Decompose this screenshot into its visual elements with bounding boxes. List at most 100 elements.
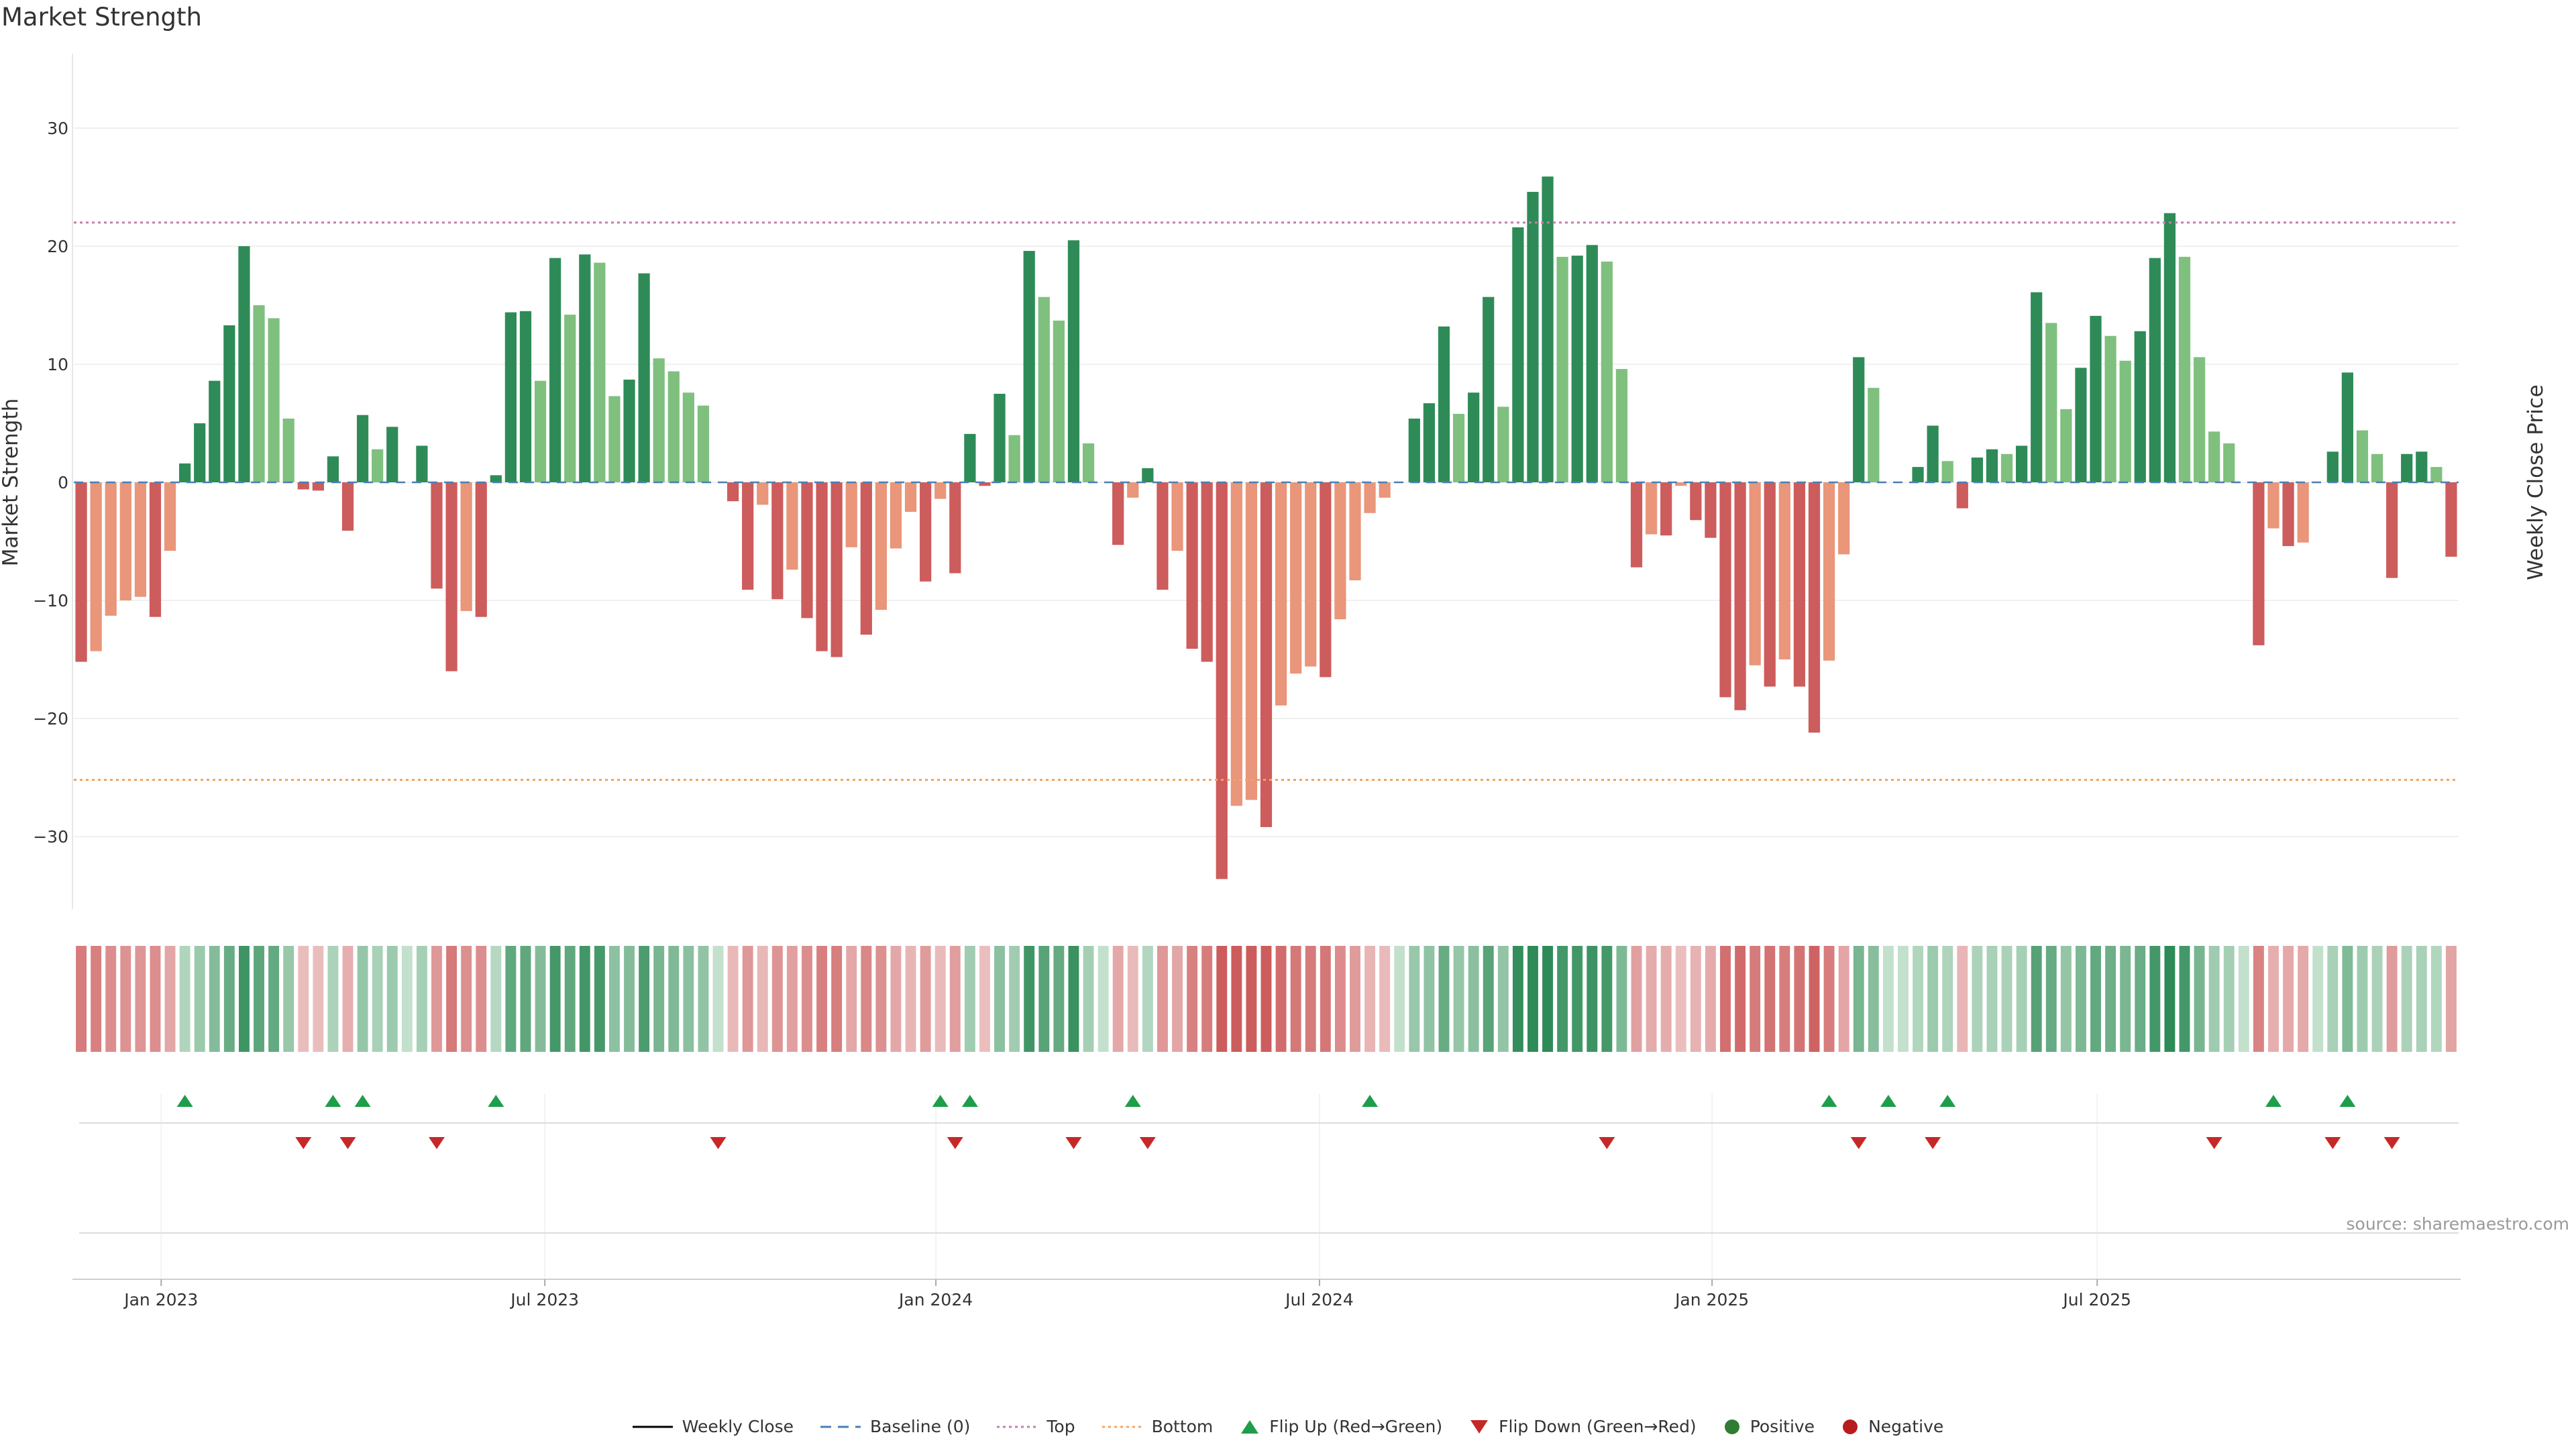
- heat-cell: [150, 946, 161, 1052]
- heat-cell: [2298, 946, 2309, 1052]
- strength-bar: [1216, 482, 1228, 879]
- flip-down-marker: [2206, 1137, 2222, 1149]
- strength-bar: [1023, 251, 1035, 482]
- strength-bar: [2060, 409, 2072, 482]
- heat-cell: [1527, 946, 1538, 1052]
- heat-cell: [816, 946, 828, 1052]
- flip-up-marker: [176, 1095, 193, 1107]
- heat-cell: [1112, 946, 1124, 1052]
- heat-cell: [1823, 946, 1835, 1052]
- dot-icon: [1843, 1419, 1858, 1434]
- strength-bar: [90, 482, 102, 651]
- heat-cell: [1097, 946, 1109, 1052]
- y-tick-label: −30: [33, 827, 68, 847]
- heat-cell: [2416, 946, 2427, 1052]
- strength-bar: [757, 482, 769, 505]
- strength-bar: [1067, 240, 1080, 482]
- heat-cell: [1675, 946, 1686, 1052]
- legend-label: Weekly Close: [682, 1417, 794, 1436]
- heat-cell: [327, 946, 339, 1052]
- heat-cell: [1438, 946, 1450, 1052]
- strength-bar: [1364, 482, 1376, 513]
- flip-up-marker: [1124, 1095, 1141, 1107]
- strength-bar: [164, 482, 176, 551]
- heat-cell: [209, 946, 220, 1052]
- y-tick-label: 0: [58, 473, 68, 492]
- strength-bar: [2090, 315, 2102, 482]
- strength-bar: [445, 482, 458, 672]
- heat-cell: [1601, 946, 1613, 1052]
- heat-cell: [2105, 946, 2116, 1052]
- legend-label: Positive: [1750, 1417, 1815, 1436]
- strength-bar: [504, 312, 517, 482]
- heat-cell: [1379, 946, 1391, 1052]
- heat-cell: [476, 946, 487, 1052]
- strength-bar: [312, 482, 324, 491]
- heat-cell: [2075, 946, 2086, 1052]
- strength-bar: [1171, 482, 1183, 551]
- heat-cell: [401, 946, 413, 1052]
- heat-cell: [757, 946, 768, 1052]
- strength-bar: [1823, 482, 1835, 661]
- legend-label: Flip Up (Red→Green): [1269, 1417, 1443, 1436]
- heat-cell: [194, 946, 205, 1052]
- heat-cell: [712, 946, 724, 1052]
- strength-bar: [1379, 482, 1391, 498]
- heat-cell: [1157, 946, 1168, 1052]
- strength-bar: [431, 482, 443, 589]
- strength-bar: [1497, 407, 1509, 482]
- x-tick-label: Jan 2023: [123, 1290, 198, 1309]
- heat-cell: [1631, 946, 1642, 1052]
- strength-bar: [416, 445, 428, 482]
- heat-cell: [120, 946, 131, 1052]
- strength-bar: [2430, 467, 2443, 482]
- strength-bar: [1630, 482, 1643, 568]
- strength-bar: [1452, 413, 1465, 482]
- dotted-line-icon: [1102, 1426, 1142, 1428]
- strength-bar: [105, 482, 117, 616]
- heat-cell: [1690, 946, 1701, 1052]
- strength-bar: [2178, 256, 2191, 482]
- strength-bar: [1586, 245, 1598, 482]
- strength-bar: [2416, 451, 2428, 482]
- heat-cell: [1201, 946, 1213, 1052]
- dot-icon: [1724, 1419, 1739, 1434]
- heat-cell: [268, 946, 280, 1052]
- heat-cell: [1275, 946, 1287, 1052]
- heat-cell: [1764, 946, 1776, 1052]
- heat-cell: [846, 946, 857, 1052]
- heat-cell: [490, 946, 502, 1052]
- heat-cell: [2179, 946, 2190, 1052]
- heat-cell: [76, 946, 87, 1052]
- heat-cell: [238, 946, 250, 1052]
- strength-bar: [845, 482, 857, 547]
- heat-cell: [1750, 946, 1761, 1052]
- flip-down-marker: [2324, 1137, 2341, 1149]
- heat-cell: [1705, 946, 1716, 1052]
- legend-weekly-close: Weekly Close: [632, 1417, 794, 1436]
- strength-bar: [1764, 482, 1776, 687]
- strength-bar: [1868, 388, 1880, 482]
- strength-bar: [816, 482, 828, 651]
- strength-bar: [2134, 331, 2146, 482]
- heat-cell: [1868, 946, 1879, 1052]
- heat-cell: [1334, 946, 1346, 1052]
- heat-cell: [535, 946, 546, 1052]
- heat-cell: [2386, 946, 2398, 1052]
- strength-bar: [742, 482, 754, 590]
- strength-bar: [1423, 403, 1435, 482]
- heat-cell: [994, 946, 1005, 1052]
- heat-cell: [1053, 946, 1065, 1052]
- heat-cell: [608, 946, 620, 1052]
- heat-cell: [446, 946, 458, 1052]
- strength-bar: [994, 394, 1006, 482]
- strength-bar: [282, 418, 294, 482]
- heat-cell: [861, 946, 872, 1052]
- strength-bar: [1082, 443, 1095, 482]
- heat-cell: [964, 946, 975, 1052]
- heat-cell: [2060, 946, 2072, 1052]
- heat-cell: [416, 946, 427, 1052]
- strength-bar: [372, 449, 384, 482]
- strength-bar: [2267, 482, 2279, 529]
- legend-positive: Positive: [1723, 1417, 1815, 1436]
